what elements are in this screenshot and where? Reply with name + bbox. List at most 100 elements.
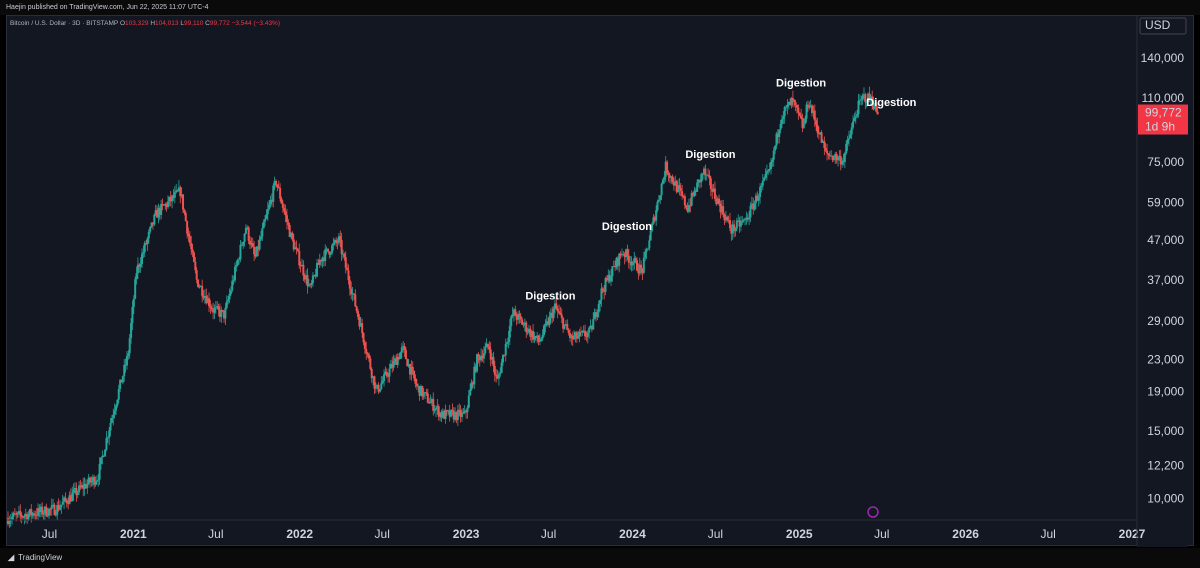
candle-body xyxy=(782,116,785,120)
candle-body xyxy=(337,236,340,243)
candle-body xyxy=(340,240,343,255)
time-axis[interactable]: Jul 2021 Jul 2022 Jul 2023 Jul 2024 Jul 2025 Jul 20… xyxy=(42,527,1146,541)
candle-body xyxy=(82,485,85,489)
candle-body xyxy=(213,308,216,313)
candle-body xyxy=(657,199,660,202)
candle-body xyxy=(574,332,577,337)
candle-body xyxy=(328,251,331,255)
candle-body xyxy=(436,406,439,409)
candle-body xyxy=(344,257,347,268)
candle-body xyxy=(336,242,339,244)
candle-body xyxy=(231,280,234,291)
candle-body xyxy=(389,363,392,369)
time-axis-label: Jul xyxy=(1040,527,1055,541)
low-value: 99,110 xyxy=(183,20,204,27)
candle-body xyxy=(79,485,82,488)
time-axis-label: Jul xyxy=(541,527,556,541)
candle-body xyxy=(767,170,770,172)
annotation-digestion: Digestion xyxy=(685,149,735,161)
plot-area[interactable] xyxy=(7,16,1137,520)
candle-body xyxy=(522,324,525,326)
candle-body xyxy=(445,410,448,412)
candle-body xyxy=(225,301,228,308)
candle-body xyxy=(169,196,172,202)
candle-body xyxy=(517,313,520,320)
candle-body xyxy=(525,322,528,333)
candle-body xyxy=(27,514,30,520)
candle-body xyxy=(432,399,435,411)
candle-body xyxy=(746,217,749,220)
candle-body xyxy=(333,240,336,244)
candle-body xyxy=(414,378,417,384)
candle-body xyxy=(186,221,189,234)
candle-body xyxy=(503,354,506,356)
candle-body xyxy=(352,293,355,295)
candle-body xyxy=(143,242,146,253)
candle-body xyxy=(439,412,442,417)
candle-body xyxy=(738,220,741,227)
candle-body xyxy=(685,205,688,208)
candle-body xyxy=(381,381,384,384)
candle-body xyxy=(190,243,193,250)
candle-body xyxy=(146,238,149,245)
candle-body xyxy=(834,154,837,159)
candle-body xyxy=(285,215,288,223)
candle-body xyxy=(313,275,316,276)
currency-box[interactable] xyxy=(1139,17,1187,35)
event-marker-icon[interactable] xyxy=(867,506,879,518)
candle-body xyxy=(343,253,346,258)
candle-body xyxy=(739,222,742,227)
candle-body xyxy=(690,192,693,206)
candle-body xyxy=(846,139,849,144)
candle-body xyxy=(566,324,569,330)
high-value: 104,013 xyxy=(155,20,179,27)
candle-body xyxy=(387,375,390,377)
candle-body xyxy=(366,353,369,355)
candle-body xyxy=(257,246,260,250)
candle-body xyxy=(812,110,815,114)
candle-body xyxy=(303,275,306,280)
candle-body xyxy=(536,335,539,338)
candle-body xyxy=(149,226,152,232)
candle-body xyxy=(716,198,719,205)
candle-body xyxy=(534,335,537,338)
candle-body xyxy=(476,354,479,372)
candle-body xyxy=(499,372,502,375)
price-axis-label: 140,000 xyxy=(1141,51,1185,65)
price-chart[interactable]: Digestion Digestion Digestion Digestion Dige… xyxy=(0,0,1200,548)
candle-body xyxy=(659,195,662,200)
candle-body xyxy=(485,343,488,348)
candle-body xyxy=(533,335,536,340)
candle-body xyxy=(229,290,232,295)
candle-body xyxy=(742,219,745,221)
candle-body xyxy=(335,240,338,243)
candle-body xyxy=(496,376,499,379)
candle-body xyxy=(560,314,563,319)
candle-body xyxy=(58,507,61,510)
candle-body xyxy=(60,504,63,508)
candle-body xyxy=(41,506,44,515)
candle-body xyxy=(488,346,491,350)
candle-body xyxy=(552,308,555,319)
price-axis[interactable]: USD 140,000 110,000 75,000 59,000 47,000 37,00… xyxy=(1138,17,1188,506)
candle-body xyxy=(697,179,700,183)
candle-body xyxy=(295,247,298,249)
candle-body xyxy=(320,259,323,262)
candle-body xyxy=(660,183,663,196)
candle-body xyxy=(232,280,235,282)
candle-body xyxy=(19,511,22,515)
candle-body xyxy=(748,217,751,220)
candle-body xyxy=(228,294,231,300)
candle-body xyxy=(530,330,533,337)
candle-body xyxy=(741,220,744,223)
candle-body xyxy=(404,350,407,360)
candle-body xyxy=(357,311,360,318)
candle-body xyxy=(67,503,70,505)
candle-body xyxy=(827,153,830,155)
candle-body xyxy=(718,198,721,204)
candle-body xyxy=(868,93,871,101)
candle-body xyxy=(425,392,428,394)
candle-body xyxy=(71,493,74,502)
candle-body xyxy=(376,384,379,388)
candle-body xyxy=(473,366,476,385)
